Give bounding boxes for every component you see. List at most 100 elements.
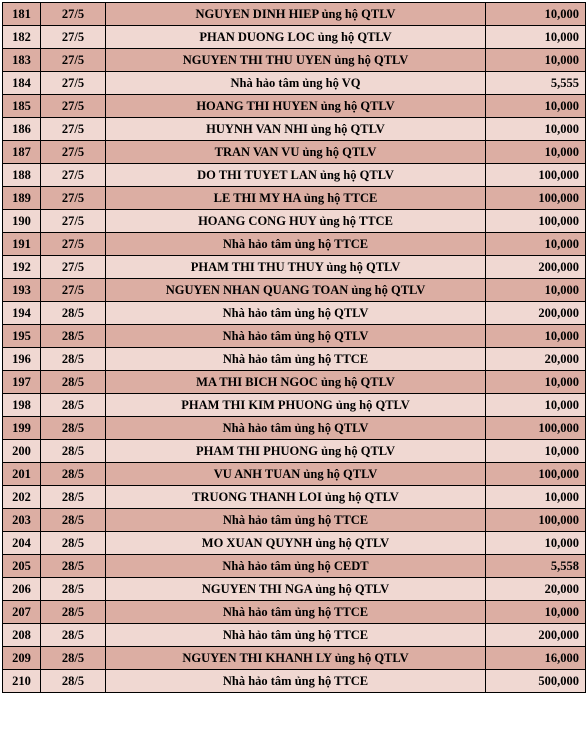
- cell-id: 187: [3, 141, 41, 164]
- table-row: 19528/5Nhà hảo tâm ủng hộ QTLV10,000: [3, 325, 586, 348]
- cell-description: Nhà hảo tâm ủng hộ QTLV: [106, 302, 486, 325]
- cell-amount: 100,000: [486, 509, 586, 532]
- cell-amount: 100,000: [486, 164, 586, 187]
- cell-date: 28/5: [41, 601, 106, 624]
- table-row: 18527/5HOANG THI HUYEN ủng hộ QTLV10,000: [3, 95, 586, 118]
- cell-date: 28/5: [41, 624, 106, 647]
- cell-id: 194: [3, 302, 41, 325]
- cell-amount: 10,000: [486, 3, 586, 26]
- cell-amount: 200,000: [486, 624, 586, 647]
- cell-amount: 10,000: [486, 532, 586, 555]
- table-row: 18827/5DO THI TUYET LAN ủng hộ QTLV100,0…: [3, 164, 586, 187]
- cell-description: HOANG THI HUYEN ủng hộ QTLV: [106, 95, 486, 118]
- cell-id: 197: [3, 371, 41, 394]
- cell-description: NGUYEN DINH HIEP ủng hộ QTLV: [106, 3, 486, 26]
- cell-date: 27/5: [41, 164, 106, 187]
- cell-amount: 10,000: [486, 325, 586, 348]
- table-row: 18627/5HUYNH VAN NHI ủng hộ QTLV10,000: [3, 118, 586, 141]
- cell-date: 27/5: [41, 95, 106, 118]
- cell-date: 27/5: [41, 72, 106, 95]
- table-row: 20928/5NGUYEN THI KHANH LY ủng hộ QTLV16…: [3, 647, 586, 670]
- cell-id: 186: [3, 118, 41, 141]
- cell-description: PHAN DUONG LOC ủng hộ QTLV: [106, 26, 486, 49]
- cell-amount: 10,000: [486, 233, 586, 256]
- table-row: 19828/5PHAM THI KIM PHUONG ủng hộ QTLV10…: [3, 394, 586, 417]
- cell-id: 191: [3, 233, 41, 256]
- cell-id: 189: [3, 187, 41, 210]
- cell-amount: 100,000: [486, 463, 586, 486]
- donation-table: 18127/5NGUYEN DINH HIEP ủng hộ QTLV10,00…: [2, 2, 586, 693]
- table-row: 18727/5TRAN VAN VU ủng hộ QTLV10,000: [3, 141, 586, 164]
- cell-description: Nhà hảo tâm ủng hộ TTCE: [106, 509, 486, 532]
- table-row: 20728/5Nhà hảo tâm ủng hộ TTCE10,000: [3, 601, 586, 624]
- cell-id: 204: [3, 532, 41, 555]
- cell-description: Nhà hảo tâm ủng hộ CEDT: [106, 555, 486, 578]
- table-row: 20428/5MO XUAN QUYNH ủng hộ QTLV10,000: [3, 532, 586, 555]
- cell-date: 28/5: [41, 670, 106, 693]
- cell-id: 210: [3, 670, 41, 693]
- cell-date: 28/5: [41, 647, 106, 670]
- cell-amount: 10,000: [486, 26, 586, 49]
- cell-id: 181: [3, 3, 41, 26]
- cell-amount: 10,000: [486, 394, 586, 417]
- table-row: 20128/5VU ANH TUAN ủng hộ QTLV100,000: [3, 463, 586, 486]
- table-row: 18127/5NGUYEN DINH HIEP ủng hộ QTLV10,00…: [3, 3, 586, 26]
- cell-amount: 10,000: [486, 95, 586, 118]
- cell-amount: 20,000: [486, 348, 586, 371]
- cell-id: 206: [3, 578, 41, 601]
- cell-id: 195: [3, 325, 41, 348]
- cell-description: NGUYEN THI NGA ủng hộ QTLV: [106, 578, 486, 601]
- table-row: 20828/5Nhà hảo tâm ủng hộ TTCE200,000: [3, 624, 586, 647]
- table-row: 19728/5MA THI BICH NGOC ủng hộ QTLV10,00…: [3, 371, 586, 394]
- cell-id: 203: [3, 509, 41, 532]
- cell-amount: 10,000: [486, 440, 586, 463]
- cell-id: 200: [3, 440, 41, 463]
- cell-amount: 10,000: [486, 601, 586, 624]
- cell-id: 209: [3, 647, 41, 670]
- cell-amount: 100,000: [486, 417, 586, 440]
- cell-date: 28/5: [41, 578, 106, 601]
- table-row: 20328/5Nhà hảo tâm ủng hộ TTCE100,000: [3, 509, 586, 532]
- cell-date: 27/5: [41, 3, 106, 26]
- table-row: 19628/5Nhà hảo tâm ủng hộ TTCE20,000: [3, 348, 586, 371]
- cell-amount: 10,000: [486, 49, 586, 72]
- cell-date: 27/5: [41, 279, 106, 302]
- cell-date: 27/5: [41, 49, 106, 72]
- cell-description: Nhà hảo tâm ủng hộ TTCE: [106, 233, 486, 256]
- cell-date: 28/5: [41, 371, 106, 394]
- cell-date: 28/5: [41, 348, 106, 371]
- cell-id: 182: [3, 26, 41, 49]
- cell-date: 28/5: [41, 417, 106, 440]
- cell-date: 28/5: [41, 463, 106, 486]
- cell-description: LE THI MY HA ủng hộ TTCE: [106, 187, 486, 210]
- cell-date: 27/5: [41, 210, 106, 233]
- cell-amount: 20,000: [486, 578, 586, 601]
- cell-description: PHAM THI PHUONG ủng hộ QTLV: [106, 440, 486, 463]
- cell-description: Nhà hảo tâm ủng hộ TTCE: [106, 348, 486, 371]
- cell-amount: 16,000: [486, 647, 586, 670]
- cell-description: PHAM THI KIM PHUONG ủng hộ QTLV: [106, 394, 486, 417]
- cell-id: 205: [3, 555, 41, 578]
- cell-amount: 5,555: [486, 72, 586, 95]
- cell-date: 27/5: [41, 256, 106, 279]
- table-row: 19027/5HOANG CONG HUY ủng hộ TTCE100,000: [3, 210, 586, 233]
- cell-amount: 100,000: [486, 187, 586, 210]
- cell-id: 184: [3, 72, 41, 95]
- cell-date: 27/5: [41, 118, 106, 141]
- table-row: 21028/5Nhà hảo tâm ủng hộ TTCE500,000: [3, 670, 586, 693]
- cell-date: 27/5: [41, 187, 106, 210]
- cell-description: PHAM THI THU THUY ủng hộ QTLV: [106, 256, 486, 279]
- cell-id: 193: [3, 279, 41, 302]
- cell-id: 190: [3, 210, 41, 233]
- cell-description: NGUYEN THI THU UYEN ủng hộ QTLV: [106, 49, 486, 72]
- cell-description: HOANG CONG HUY ủng hộ TTCE: [106, 210, 486, 233]
- cell-date: 28/5: [41, 302, 106, 325]
- cell-amount: 5,558: [486, 555, 586, 578]
- cell-description: Nhà hảo tâm ủng hộ QTLV: [106, 325, 486, 348]
- table-row: 19928/5Nhà hảo tâm ủng hộ QTLV100,000: [3, 417, 586, 440]
- cell-date: 28/5: [41, 486, 106, 509]
- table-row: 19227/5PHAM THI THU THUY ủng hộ QTLV200,…: [3, 256, 586, 279]
- cell-date: 28/5: [41, 440, 106, 463]
- table-row: 19428/5Nhà hảo tâm ủng hộ QTLV200,000: [3, 302, 586, 325]
- cell-description: NGUYEN THI KHANH LY ủng hộ QTLV: [106, 647, 486, 670]
